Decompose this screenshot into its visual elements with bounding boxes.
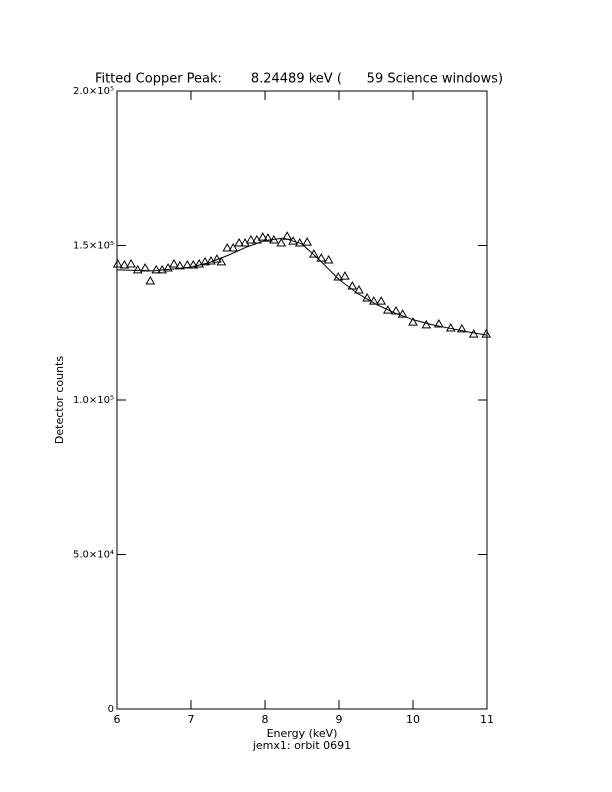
data-point: [257, 232, 268, 241]
data-point: [368, 296, 379, 305]
data-point: [188, 259, 199, 269]
x-tick-label: 6: [114, 713, 121, 726]
chart-title: Fitted Copper Peak: 8.24489 keV ( 59 Sci…: [95, 72, 503, 87]
data-point: [194, 259, 205, 268]
data-point: [276, 238, 287, 247]
y-tick-label: 5.0×10⁴: [73, 550, 114, 561]
y-tick-label: 1.5×10⁵: [73, 241, 114, 252]
data-point: [234, 238, 244, 247]
data-point: [151, 264, 162, 274]
data-point: [323, 255, 334, 264]
data-point: [246, 234, 256, 244]
data-point: [200, 256, 210, 266]
data-point: [456, 323, 467, 333]
data-point: [408, 317, 418, 326]
data-point: [206, 255, 216, 265]
data-point: [132, 264, 143, 274]
y-tick-label: 2.0×10⁵: [73, 86, 114, 97]
data-point: [175, 260, 185, 270]
data-point: [382, 305, 393, 314]
x-tick-label: 8: [262, 713, 269, 726]
data-point: [340, 271, 350, 280]
x-tick-label: 7: [188, 713, 195, 726]
data-point: [421, 319, 432, 329]
x-axis-label: Energy (keV): [267, 727, 338, 740]
y-axis-label: Detector counts: [53, 356, 66, 444]
data-point: [481, 329, 492, 338]
data-point: [126, 259, 136, 268]
data-point: [354, 284, 364, 294]
data-point: [397, 309, 408, 318]
data-point: [145, 276, 156, 285]
data-point: [112, 259, 123, 268]
data-point: [169, 259, 179, 268]
data-point: [228, 242, 239, 252]
y-tick-label: 0: [108, 704, 114, 715]
footer: jemx1: orbit 0691: [252, 739, 351, 752]
data-point: [302, 237, 313, 246]
x-tick-label: 9: [336, 713, 343, 726]
x-tick-label: 11: [480, 713, 494, 726]
fit-line: [116, 237, 488, 336]
data-point: [391, 306, 401, 315]
x-tick-label: 10: [406, 713, 420, 726]
data-point: [119, 259, 130, 269]
data-point: [222, 242, 233, 252]
data-point: [376, 296, 387, 305]
y-tick-label: 1.0×10⁵: [73, 395, 114, 406]
data-point: [216, 256, 227, 266]
data-point: [445, 322, 456, 332]
data-point: [434, 318, 444, 328]
data-point: [263, 233, 273, 242]
data-point: [163, 263, 173, 272]
